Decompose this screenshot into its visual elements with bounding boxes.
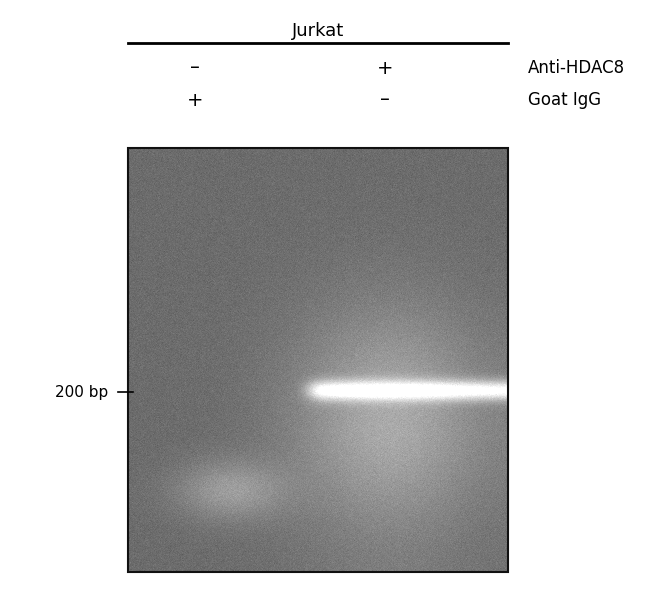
Text: 200 bp: 200 bp: [55, 385, 108, 400]
Bar: [128, 148, 508, 572]
Text: –: –: [190, 58, 200, 77]
Text: Goat IgG: Goat IgG: [528, 91, 601, 109]
Text: Jurkat: Jurkat: [292, 22, 344, 40]
Text: +: +: [187, 91, 203, 109]
Text: Anti-HDAC8: Anti-HDAC8: [528, 59, 625, 77]
Text: +: +: [377, 58, 393, 77]
Text: –: –: [380, 91, 390, 109]
